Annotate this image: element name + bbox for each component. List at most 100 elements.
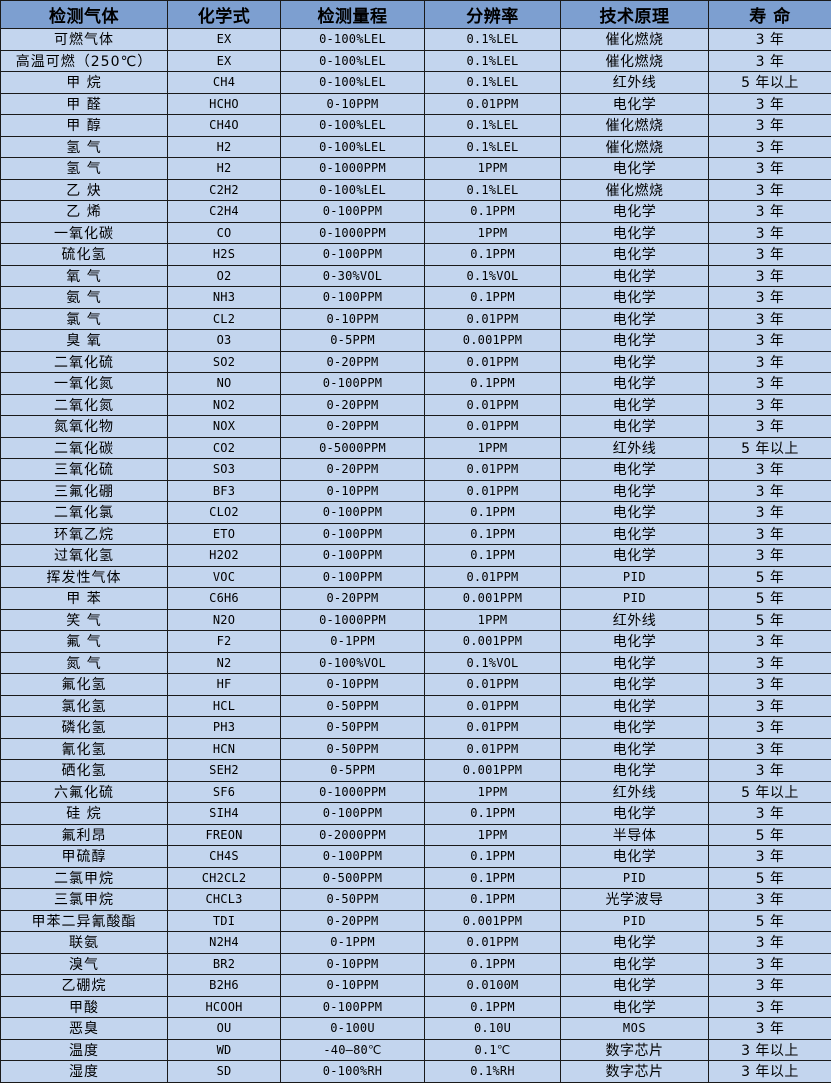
cell-gas: 甲 烷 bbox=[1, 72, 168, 94]
cell-formula: PH3 bbox=[168, 717, 281, 739]
cell-life: 5 年 bbox=[709, 824, 831, 846]
cell-gas: 甲 苯 bbox=[1, 588, 168, 610]
cell-formula: BF3 bbox=[168, 480, 281, 502]
cell-formula: EX bbox=[168, 50, 281, 72]
cell-resolution: 0.1%LEL bbox=[425, 72, 561, 94]
cell-resolution: 0.1PPM bbox=[425, 545, 561, 567]
cell-gas: 氨 气 bbox=[1, 287, 168, 309]
cell-life: 3 年 bbox=[709, 502, 831, 524]
cell-gas: 挥发性气体 bbox=[1, 566, 168, 588]
cell-range: 0-100%LEL bbox=[281, 179, 425, 201]
cell-gas: 氟 气 bbox=[1, 631, 168, 653]
cell-formula: HCN bbox=[168, 738, 281, 760]
cell-range: 0-1000PPM bbox=[281, 781, 425, 803]
column-header-life: 寿 命 bbox=[709, 1, 831, 29]
cell-life: 3 年 bbox=[709, 351, 831, 373]
column-header-tech: 技术原理 bbox=[561, 1, 709, 29]
cell-gas: 环氧乙烷 bbox=[1, 523, 168, 545]
cell-range: 0-10PPM bbox=[281, 975, 425, 997]
cell-resolution: 0.001PPM bbox=[425, 760, 561, 782]
cell-formula: H2O2 bbox=[168, 545, 281, 567]
cell-formula: WD bbox=[168, 1039, 281, 1061]
cell-gas: 氟利昂 bbox=[1, 824, 168, 846]
cell-formula: F2 bbox=[168, 631, 281, 653]
cell-tech: 电化学 bbox=[561, 695, 709, 717]
cell-range: 0-20PPM bbox=[281, 351, 425, 373]
cell-range: 0-100PPM bbox=[281, 502, 425, 524]
cell-tech: 电化学 bbox=[561, 416, 709, 438]
cell-resolution: 0.1%LEL bbox=[425, 115, 561, 137]
cell-formula: H2 bbox=[168, 136, 281, 158]
cell-resolution: 0.10U bbox=[425, 1018, 561, 1040]
cell-range: 0-20PPM bbox=[281, 394, 425, 416]
cell-gas: 甲硫醇 bbox=[1, 846, 168, 868]
cell-life: 3 年 bbox=[709, 846, 831, 868]
cell-tech: 电化学 bbox=[561, 287, 709, 309]
table-header: 检测气体 化学式 检测量程 分辨率 技术原理 寿 命 bbox=[1, 1, 831, 29]
cell-range: 0-100PPM bbox=[281, 287, 425, 309]
cell-resolution: 0.1PPM bbox=[425, 889, 561, 911]
cell-range: 0-20PPM bbox=[281, 459, 425, 481]
cell-tech: 电化学 bbox=[561, 351, 709, 373]
cell-life: 3 年 bbox=[709, 652, 831, 674]
cell-gas: 氯 气 bbox=[1, 308, 168, 330]
cell-life: 3 年 bbox=[709, 50, 831, 72]
cell-resolution: 0.01PPM bbox=[425, 695, 561, 717]
cell-gas: 三氟化硼 bbox=[1, 480, 168, 502]
cell-life: 5 年以上 bbox=[709, 72, 831, 94]
cell-tech: MOS bbox=[561, 1018, 709, 1040]
cell-tech: 电化学 bbox=[561, 265, 709, 287]
cell-formula: N2O bbox=[168, 609, 281, 631]
cell-life: 3 年 bbox=[709, 1018, 831, 1040]
cell-range: 0-100PPM bbox=[281, 846, 425, 868]
cell-gas: 氢 气 bbox=[1, 158, 168, 180]
cell-gas: 乙 烯 bbox=[1, 201, 168, 223]
cell-life: 3 年 bbox=[709, 29, 831, 51]
cell-formula: EX bbox=[168, 29, 281, 51]
cell-resolution: 1PPM bbox=[425, 824, 561, 846]
cell-life: 3 年 bbox=[709, 416, 831, 438]
cell-life: 3 年 bbox=[709, 738, 831, 760]
cell-formula: CH2CL2 bbox=[168, 867, 281, 889]
cell-life: 3 年 bbox=[709, 330, 831, 352]
cell-range: 0-1PPM bbox=[281, 631, 425, 653]
cell-tech: 电化学 bbox=[561, 459, 709, 481]
cell-tech: 电化学 bbox=[561, 803, 709, 825]
cell-formula: CO bbox=[168, 222, 281, 244]
cell-formula: SF6 bbox=[168, 781, 281, 803]
cell-range: 0-30%VOL bbox=[281, 265, 425, 287]
cell-life: 3 年以上 bbox=[709, 1039, 831, 1061]
cell-tech: 红外线 bbox=[561, 609, 709, 631]
cell-life: 5 年 bbox=[709, 867, 831, 889]
cell-resolution: 0.001PPM bbox=[425, 330, 561, 352]
cell-life: 3 年 bbox=[709, 996, 831, 1018]
cell-tech: 电化学 bbox=[561, 308, 709, 330]
cell-life: 5 年 bbox=[709, 609, 831, 631]
cell-range: 0-100%VOL bbox=[281, 652, 425, 674]
cell-tech: PID bbox=[561, 566, 709, 588]
cell-tech: 光学波导 bbox=[561, 889, 709, 911]
cell-gas: 甲 醇 bbox=[1, 115, 168, 137]
cell-gas: 三氧化硫 bbox=[1, 459, 168, 481]
cell-formula: CHCL3 bbox=[168, 889, 281, 911]
cell-gas: 氟化氢 bbox=[1, 674, 168, 696]
cell-resolution: 0.1PPM bbox=[425, 803, 561, 825]
cell-range: 0-10PPM bbox=[281, 308, 425, 330]
cell-range: 0-100PPM bbox=[281, 373, 425, 395]
cell-resolution: 0.01PPM bbox=[425, 394, 561, 416]
cell-range: 0-5PPM bbox=[281, 760, 425, 782]
cell-formula: CLO2 bbox=[168, 502, 281, 524]
cell-resolution: 0.01PPM bbox=[425, 674, 561, 696]
cell-life: 5 年以上 bbox=[709, 781, 831, 803]
